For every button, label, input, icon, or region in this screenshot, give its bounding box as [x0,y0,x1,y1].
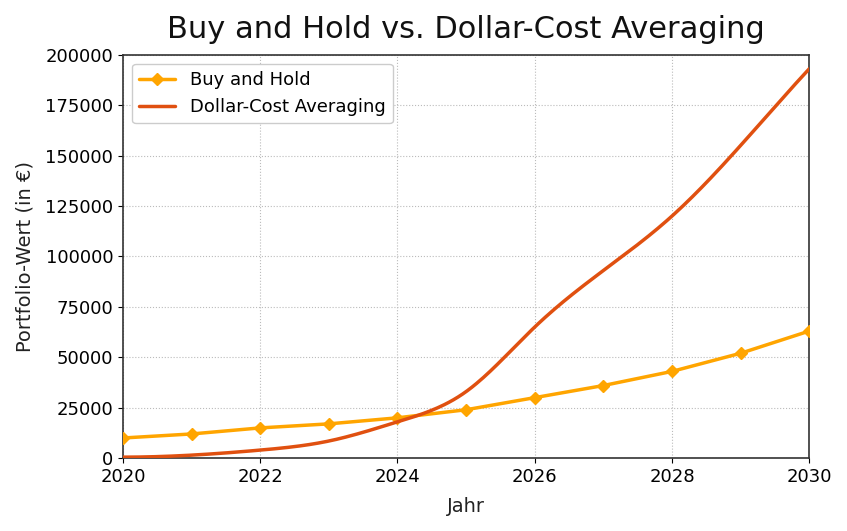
Dollar-Cost Averaging [118,454,128,460]
Dollar-Cost Averaging [524,329,534,336]
Dollar-Cost Averaging [696,184,706,191]
Buy and Hold [324,421,334,427]
Dollar-Cost Averaging [740,138,750,144]
Buy and Hold [598,382,608,389]
Buy and Hold [186,431,197,437]
Dollar-Cost Averaging [527,327,537,333]
Dollar-Cost Averaging [120,454,130,460]
Buy and Hold [735,350,745,356]
Dollar-Cost Averaging [804,66,814,72]
Buy and Hold [255,425,265,431]
Line: Dollar-Cost Averaging: Dollar-Cost Averaging [123,69,809,457]
Line: Buy and Hold: Buy and Hold [119,327,813,442]
Legend: Buy and Hold, Dollar-Cost Averaging: Buy and Hold, Dollar-Cost Averaging [132,64,393,123]
Buy and Hold [667,368,677,374]
Dollar-Cost Averaging [538,316,548,322]
Buy and Hold [529,395,540,401]
Buy and Hold [804,328,814,334]
Buy and Hold [392,415,402,421]
X-axis label: Jahr: Jahr [447,497,485,516]
Buy and Hold [461,407,471,413]
Title: Buy and Hold vs. Dollar-Cost Averaging: Buy and Hold vs. Dollar-Cost Averaging [167,15,765,44]
Buy and Hold [118,435,128,441]
Y-axis label: Portfolio-Wert (in €): Portfolio-Wert (in €) [15,161,34,352]
